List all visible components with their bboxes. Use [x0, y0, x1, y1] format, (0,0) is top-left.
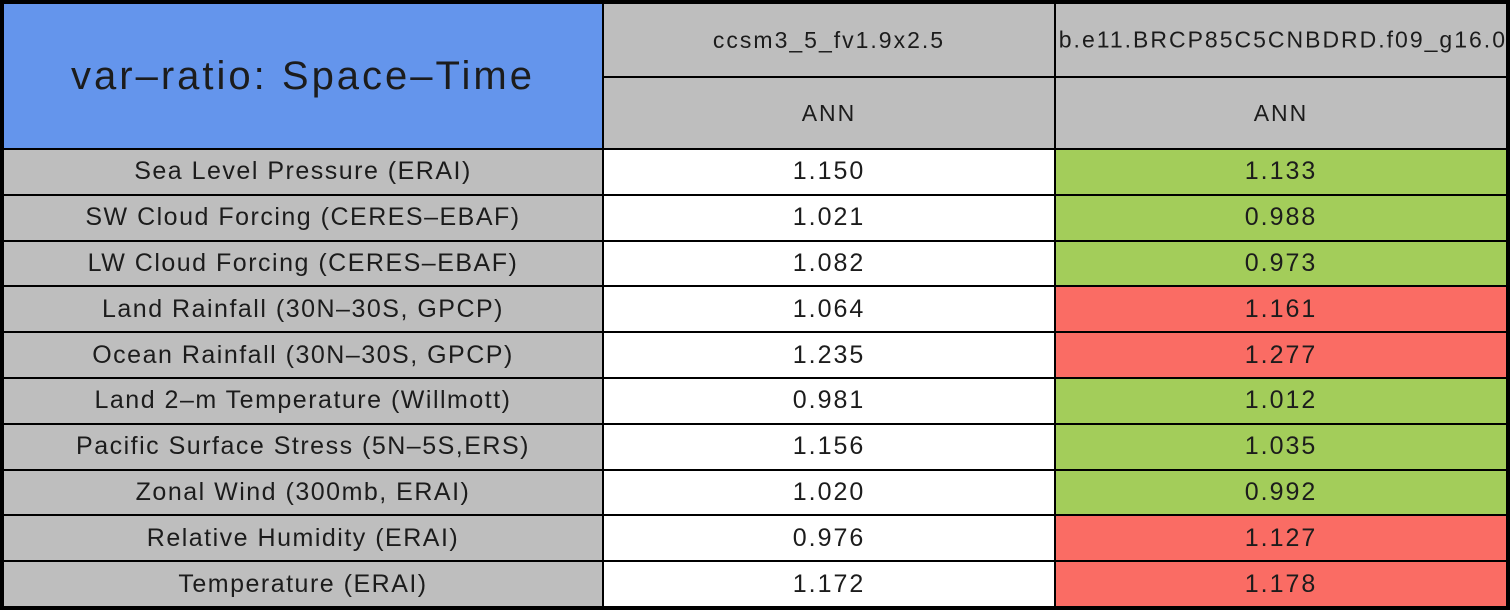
- value-cell: 0.973: [1056, 241, 1506, 286]
- value-cell: 1.064: [604, 287, 1054, 332]
- value-cell: 1.161: [1056, 287, 1506, 332]
- value-cell: 1.172: [604, 562, 1054, 606]
- value-cell: 1.035: [1056, 424, 1506, 469]
- model-header-1-label: ccsm3_5_fv1.9x2.5: [712, 26, 946, 53]
- value-cell: 1.156: [604, 424, 1054, 469]
- row-label-cell: Relative Humidity (ERAI): [4, 516, 602, 561]
- season-header-2: ANN: [1056, 78, 1506, 148]
- value-cell: 1.127: [1056, 516, 1506, 561]
- row-label-cell: LW Cloud Forcing (CERES–EBAF): [4, 241, 602, 286]
- season-header-1: ANN: [604, 78, 1054, 148]
- value-cell: 1.020: [604, 470, 1054, 515]
- value-cell: 0.992: [1056, 470, 1506, 515]
- value-cell: 1.277: [1056, 333, 1506, 377]
- model-header-1: ccsm3_5_fv1.9x2.5: [604, 4, 1054, 76]
- value-cell: 1.178: [1056, 562, 1506, 606]
- value-cell: 0.988: [1056, 195, 1506, 240]
- value-cell: 1.235: [604, 333, 1054, 377]
- row-label-cell: Pacific Surface Stress (5N–5S,ERS): [4, 424, 602, 469]
- row-label-cell: Ocean Rainfall (30N–30S, GPCP): [4, 333, 602, 377]
- row-label-cell: SW Cloud Forcing (CERES–EBAF): [4, 195, 602, 240]
- value-cell: 1.150: [604, 150, 1054, 194]
- model-header-2-label: b.e11.BRCP85C5CNBDRD.f09_g16.0: [1058, 26, 1507, 53]
- row-label-cell: Zonal Wind (300mb, ERAI): [4, 470, 602, 515]
- season-header-1-label: ANN: [801, 99, 857, 126]
- season-header-2-label: ANN: [1253, 99, 1309, 126]
- table-title-cell: var–ratio: Space–Time: [4, 4, 602, 148]
- value-cell: 1.133: [1056, 150, 1506, 194]
- model-header-2: b.e11.BRCP85C5CNBDRD.f09_g16.0: [1056, 4, 1506, 76]
- value-cell: 0.976: [604, 516, 1054, 561]
- value-cell: 1.012: [1056, 378, 1506, 423]
- value-cell: 0.981: [604, 378, 1054, 423]
- value-cell: 1.082: [604, 241, 1054, 286]
- row-label-cell: Land 2–m Temperature (Willmott): [4, 378, 602, 423]
- value-cell: 1.021: [604, 195, 1054, 240]
- row-label-cell: Sea Level Pressure (ERAI): [4, 150, 602, 194]
- table-title: var–ratio: Space–Time: [71, 53, 535, 98]
- row-label-cell: Land Rainfall (30N–30S, GPCP): [4, 287, 602, 332]
- row-label-cell: Temperature (ERAI): [4, 562, 602, 606]
